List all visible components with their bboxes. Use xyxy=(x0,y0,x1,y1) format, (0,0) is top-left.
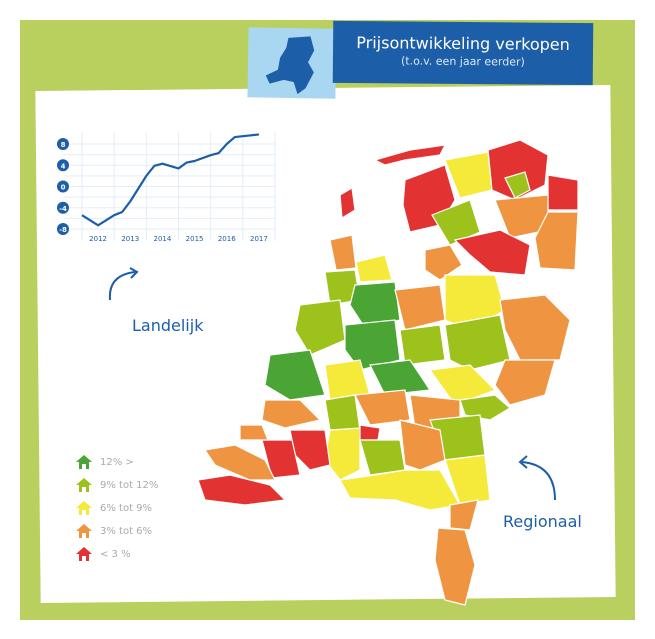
legend-item: 3% tot 6% xyxy=(76,524,152,538)
y-tick-label: 0 xyxy=(61,184,66,192)
landelijk-arrow-icon xyxy=(108,271,136,301)
legend-label: 9% tot 12% xyxy=(100,479,159,491)
national-label: Landelijk xyxy=(132,316,204,335)
legend-label: < 3 % xyxy=(100,548,131,560)
regional-label: Regionaal xyxy=(503,512,582,531)
house-icon xyxy=(76,501,92,515)
netherlands-silhouette-icon xyxy=(265,36,315,95)
legend-item: < 3 % xyxy=(76,547,131,561)
house-icon xyxy=(76,478,92,492)
y-tick-badge xyxy=(57,180,69,193)
x-tick-label: 2017 xyxy=(250,235,268,243)
legend-label: 3% tot 6% xyxy=(100,525,153,537)
y-tick-badge xyxy=(57,138,69,150)
x-tick-label: 2016 xyxy=(218,235,236,243)
x-tick-label: 2012 xyxy=(89,235,107,243)
y-tick-badge xyxy=(57,159,69,172)
x-tick-label: 2014 xyxy=(154,235,172,243)
x-tick-label: 2013 xyxy=(121,235,139,243)
y-tick-label: 4 xyxy=(61,162,66,170)
legend-label: 6% tot 9% xyxy=(100,502,153,514)
legend-item: 12% > xyxy=(76,455,134,469)
x-tick-label: 2015 xyxy=(186,235,204,243)
legend-item: 9% tot 12% xyxy=(76,478,158,492)
legend-label: 12% > xyxy=(100,456,134,468)
y-tick-label: -4 xyxy=(59,205,67,213)
netherlands-thumbnail xyxy=(247,27,337,99)
regionaal-arrow-icon xyxy=(521,461,556,501)
y-tick-label: 8 xyxy=(61,141,66,149)
y-tick-label: -8 xyxy=(59,226,67,234)
house-icon xyxy=(76,547,92,561)
series-line xyxy=(81,133,260,227)
y-tick-badge xyxy=(57,223,69,235)
house-icon xyxy=(76,455,92,469)
y-tick-badge xyxy=(57,201,69,214)
house-icon xyxy=(76,524,92,538)
legend-item: 6% tot 9% xyxy=(76,501,152,515)
